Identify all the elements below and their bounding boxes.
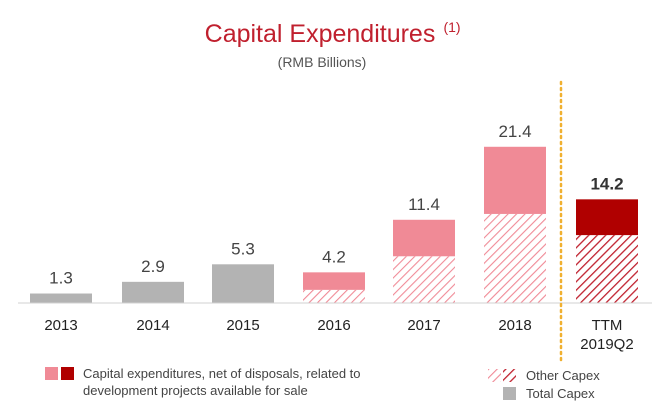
chart-title-footnote: (1) — [443, 19, 460, 35]
category-label-2013: 2013 — [44, 317, 77, 334]
legend: Capital expenditures, net of disposals, … — [45, 366, 600, 401]
value-label-2014: 2.9 — [141, 257, 165, 276]
chart-subtitle: (RMB Billions) — [278, 54, 367, 70]
chart-title: Capital Expenditures — [205, 20, 436, 48]
bar-dev-projects-2017 — [393, 219, 455, 257]
category-label-2014: 2014 — [136, 317, 169, 334]
legend-label-other-capex: Other Capex — [526, 368, 600, 383]
bar-dev-projects-2018 — [484, 146, 546, 214]
legend-swatch-other-capex-ttm — [503, 369, 516, 382]
value-labels-group: 1.3 2.9 5.3 4.2 11.4 21.4 14.2 — [49, 122, 623, 288]
category-label-2017: 2017 — [407, 317, 440, 334]
legend-swatch-other-capex — [488, 369, 501, 382]
value-label-2017: 11.4 — [408, 195, 440, 214]
category-label-2018: 2018 — [498, 317, 531, 334]
legend-label-total-capex: Total Capex — [526, 386, 595, 401]
bar-total-capex-2013 — [30, 293, 92, 303]
category-labels-group: 2013 2014 2015 2016 2017 2018 TTM 2019Q2 — [44, 317, 633, 353]
legend-label-dev-projects-line2: development projects available for sale — [83, 383, 308, 398]
bar-dev-projects-2016 — [303, 272, 365, 290]
bar-total-capex-2014 — [122, 281, 184, 303]
bar-other-capex-ttm-2019q2 — [576, 235, 638, 303]
category-label-ttm-2019q2: TTM 2019Q2 — [580, 317, 633, 353]
bars-group — [30, 146, 638, 303]
bar-dev-projects-ttm-2019q2 — [576, 199, 638, 236]
value-label-2013: 1.3 — [49, 269, 73, 288]
legend-swatch-total-capex — [503, 387, 516, 400]
bar-other-capex-2018 — [484, 213, 546, 303]
category-label-2016: 2016 — [317, 317, 350, 334]
legend-label-dev-projects-line1: Capital expenditures, net of disposals, … — [83, 366, 361, 381]
category-label-2015: 2015 — [226, 317, 259, 334]
bar-other-capex-2016 — [303, 289, 365, 303]
value-label-2015: 5.3 — [231, 239, 255, 258]
value-label-ttm-2019q2: 14.2 — [590, 174, 623, 193]
legend-swatch-dev-projects — [45, 367, 58, 380]
bar-total-capex-2015 — [212, 264, 274, 303]
value-label-2018: 21.4 — [498, 122, 531, 141]
value-label-2016: 4.2 — [322, 247, 346, 266]
bar-other-capex-2017 — [393, 256, 455, 303]
legend-swatch-dev-projects-ttm — [61, 367, 74, 380]
